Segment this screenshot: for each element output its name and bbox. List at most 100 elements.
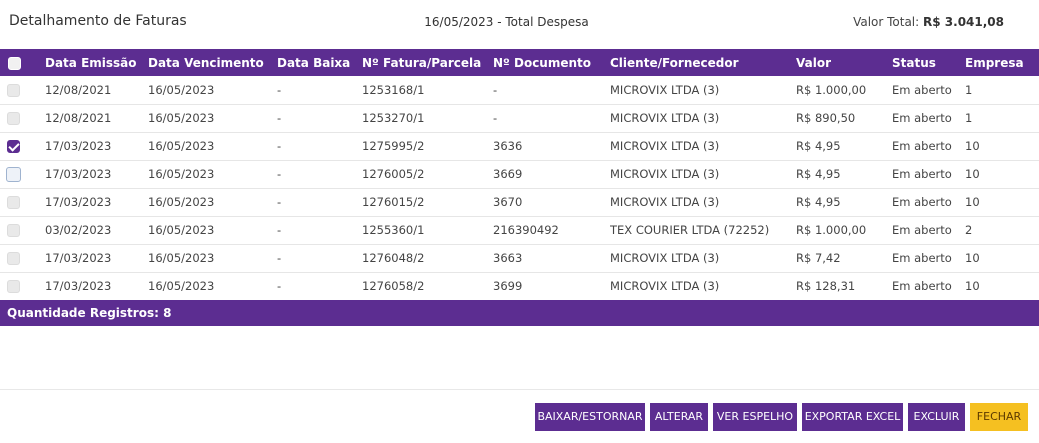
cell-cliente-fornecedor: MICROVIX LTDA (3) xyxy=(610,139,720,153)
fechar-button[interactable]: FECHAR xyxy=(970,403,1028,431)
cell-valor: R$ 128,31 xyxy=(796,279,856,293)
cell-data-baixa: - xyxy=(277,82,282,97)
cell-status: Em aberto xyxy=(892,139,952,153)
cell-empresa: 10 xyxy=(965,139,980,153)
cell-data-vencimento: 16/05/2023 xyxy=(148,223,215,237)
row-select-cell xyxy=(0,216,45,244)
cell-valor: R$ 4,95 xyxy=(796,167,841,181)
cell-documento: 3670 xyxy=(493,195,523,209)
cell-cliente-fornecedor: MICROVIX LTDA (3) xyxy=(610,167,720,181)
cell-status: Em aberto xyxy=(892,82,952,97)
cell-fatura-parcela: 1253270/1 xyxy=(362,111,425,125)
dialog-title: Detalhamento de Faturas xyxy=(9,13,187,29)
cell-data-emissao: 17/03/2023 xyxy=(45,195,112,209)
cell-fatura-parcela: 1275995/2 xyxy=(362,139,425,153)
row-checkbox[interactable] xyxy=(7,140,20,153)
column-header-data-baixa[interactable]: Data Baixa xyxy=(277,55,351,70)
cell-empresa: 2 xyxy=(965,223,973,237)
table-row[interactable]: 12/08/2021 16/05/2023 - 1253168/1 - MICROVIX … xyxy=(0,76,1039,104)
cell-data-emissao: 17/03/2023 xyxy=(45,139,112,153)
table-row[interactable]: 17/03/2023 16/05/2023 - 1276015/2 3670 MICROV… xyxy=(0,188,1039,216)
cell-documento: - xyxy=(493,82,498,97)
cell-valor: R$ 1.000,00 xyxy=(796,82,867,97)
column-header-data-emissao[interactable]: Data Emissão xyxy=(45,55,137,70)
cell-cliente-fornecedor: MICROVIX LTDA (3) xyxy=(610,251,720,265)
row-checkbox[interactable] xyxy=(7,280,20,293)
cell-status: Em aberto xyxy=(892,111,952,125)
cell-data-vencimento: 16/05/2023 xyxy=(148,251,215,265)
table-row[interactable]: 17/03/2023 16/05/2023 - 1275995/2 3636 MICROV… xyxy=(0,132,1039,160)
row-select-cell xyxy=(0,160,45,188)
table-row[interactable]: 17/03/2023 16/05/2023 - 1276058/2 3699 MICROV… xyxy=(0,272,1039,300)
cell-empresa: 1 xyxy=(965,82,973,97)
cell-data-emissao: 12/08/2021 xyxy=(45,82,112,97)
cell-fatura-parcela: 1255360/1 xyxy=(362,223,425,237)
cell-valor: R$ 1.000,00 xyxy=(796,223,867,237)
cell-data-vencimento: 16/05/2023 xyxy=(148,167,215,181)
cell-data-vencimento: 16/05/2023 xyxy=(148,82,215,97)
cell-data-vencimento: 16/05/2023 xyxy=(148,139,215,153)
select-all-checkbox[interactable] xyxy=(8,56,21,70)
row-select-cell xyxy=(0,76,45,104)
row-checkbox[interactable] xyxy=(7,252,20,265)
record-count-bar: Quantidade Registros: 8 xyxy=(0,300,1039,326)
column-header-data-vencimento[interactable]: Data Vencimento xyxy=(148,55,264,70)
column-header-status[interactable]: Status xyxy=(892,55,936,70)
cell-data-emissao: 17/03/2023 xyxy=(45,167,112,181)
cell-documento: 3663 xyxy=(493,251,523,265)
cell-valor: R$ 7,42 xyxy=(796,251,841,265)
row-checkbox[interactable] xyxy=(7,224,20,237)
cell-valor: R$ 4,95 xyxy=(796,139,841,153)
cell-cliente-fornecedor: TEX COURIER LTDA (72252) xyxy=(610,223,770,237)
cell-fatura-parcela: 1253168/1 xyxy=(362,82,425,97)
cell-empresa: 1 xyxy=(965,111,973,125)
cell-data-baixa: - xyxy=(277,167,282,181)
table-row[interactable]: 03/02/2023 16/05/2023 - 1255360/1 216390492 T… xyxy=(0,216,1039,244)
table-row[interactable]: 17/03/2023 16/05/2023 - 1276005/2 3669 MICROV… xyxy=(0,160,1039,188)
cell-valor: R$ 890,50 xyxy=(796,111,856,125)
cell-fatura-parcela: 1276005/2 xyxy=(362,167,425,181)
total-value-display: Valor Total: R$ 3.041,08 xyxy=(853,15,1004,29)
column-header-fatura-parcela[interactable]: Nº Fatura/Parcela xyxy=(362,55,482,70)
cell-status: Em aberto xyxy=(892,195,952,209)
cell-documento: 3669 xyxy=(493,167,523,181)
column-header-documento[interactable]: Nº Documento xyxy=(493,55,592,70)
column-header-cliente-fornecedor[interactable]: Cliente/Fornecedor xyxy=(610,55,739,70)
cell-data-vencimento: 16/05/2023 xyxy=(148,195,215,209)
table-row[interactable]: 17/03/2023 16/05/2023 - 1276048/2 3663 MICROV… xyxy=(0,244,1039,272)
ver-espelho-button[interactable]: VER ESPELHO xyxy=(713,403,797,431)
cell-cliente-fornecedor: MICROVIX LTDA (3) xyxy=(610,195,720,209)
cell-empresa: 10 xyxy=(965,167,980,181)
cell-empresa: 10 xyxy=(965,251,980,265)
select-all-cell xyxy=(0,49,45,76)
cell-data-emissao: 17/03/2023 xyxy=(45,251,112,265)
cell-cliente-fornecedor: MICROVIX LTDA (3) xyxy=(610,279,720,293)
cell-data-baixa: - xyxy=(277,251,282,265)
row-checkbox[interactable] xyxy=(7,83,20,97)
cell-data-baixa: - xyxy=(277,279,282,293)
dialog-subtitle: 16/05/2023 - Total Despesa xyxy=(424,15,589,29)
table-row[interactable]: 12/08/2021 16/05/2023 - 1253270/1 - MICROVIX … xyxy=(0,104,1039,132)
row-checkbox[interactable] xyxy=(7,196,20,209)
cell-empresa: 10 xyxy=(965,279,980,293)
cell-documento: 3636 xyxy=(493,139,523,153)
dialog-header: Detalhamento de Faturas 16/05/2023 - Tot… xyxy=(0,0,1039,44)
row-checkbox[interactable] xyxy=(6,166,21,182)
cell-fatura-parcela: 1276048/2 xyxy=(362,251,425,265)
row-checkbox[interactable] xyxy=(7,112,20,125)
exportar-excel-button[interactable]: EXPORTAR EXCEL xyxy=(802,403,903,431)
cell-status: Em aberto xyxy=(892,167,952,181)
cell-data-baixa: - xyxy=(277,139,282,153)
cell-valor: R$ 4,95 xyxy=(796,195,841,209)
baixar-estornar-button[interactable]: BAIXAR/ESTORNAR xyxy=(535,403,645,431)
column-header-valor[interactable]: Valor xyxy=(796,55,832,70)
excluir-button[interactable]: EXCLUIR xyxy=(908,403,965,431)
row-select-cell xyxy=(0,272,45,300)
column-header-empresa[interactable]: Empresa xyxy=(965,55,1024,70)
alterar-button[interactable]: ALTERAR xyxy=(650,403,708,431)
record-count-label: Quantidade Registros: 8 xyxy=(7,306,172,320)
row-select-cell xyxy=(0,132,45,160)
divider xyxy=(0,389,1039,390)
total-amount: R$ 3.041,08 xyxy=(923,15,1004,29)
cell-status: Em aberto xyxy=(892,251,952,265)
